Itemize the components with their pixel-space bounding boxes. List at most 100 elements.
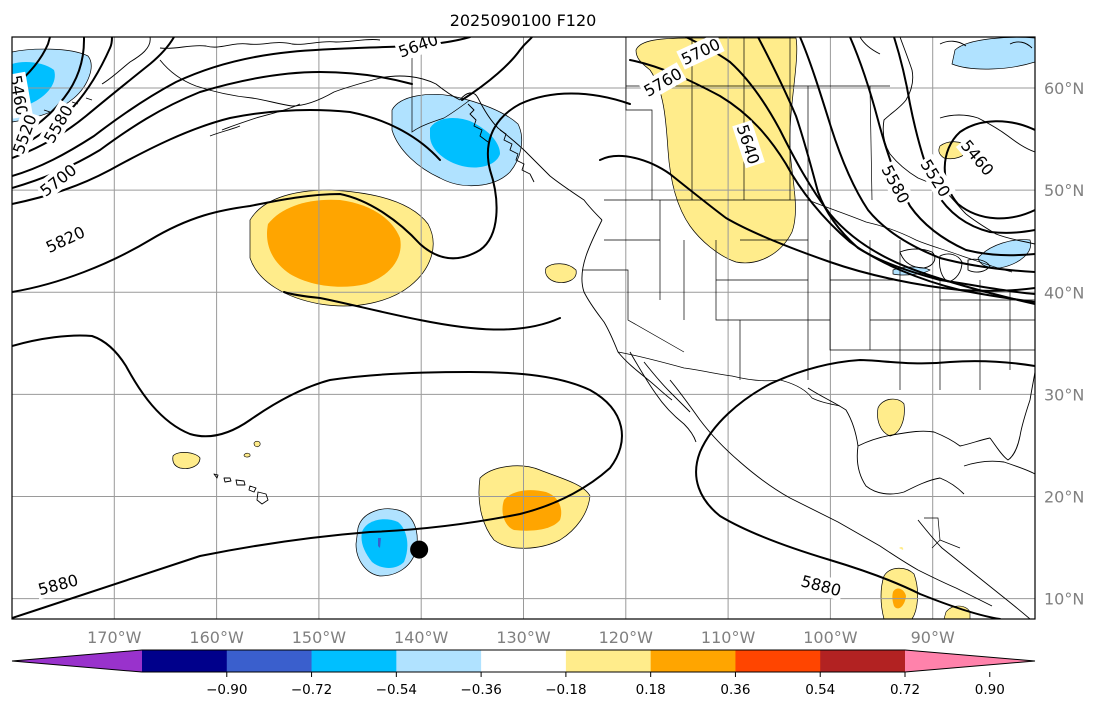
contour-label-mask bbox=[797, 569, 846, 601]
mexico-borders bbox=[924, 517, 961, 549]
colorbar-tick-label: 0.18 bbox=[636, 682, 666, 698]
hawaii-islands bbox=[213, 473, 269, 505]
us-east-coast bbox=[989, 371, 1035, 461]
longitude-label: 140°W bbox=[394, 628, 449, 647]
bc-coast-islands bbox=[467, 103, 535, 183]
great-lakes bbox=[899, 248, 991, 283]
tropical-storm-marker bbox=[410, 540, 429, 559]
longitude-label: 150°W bbox=[292, 628, 347, 647]
longitude-label: 170°W bbox=[87, 628, 142, 647]
colorbar-segment bbox=[396, 650, 482, 672]
contour-label-mask bbox=[955, 134, 1000, 181]
alaska-coastline bbox=[101, 37, 461, 107]
longitude-label: 120°W bbox=[599, 628, 654, 647]
colorbar-segment bbox=[820, 650, 906, 672]
positive-anomaly-gulf-of-mexico bbox=[877, 398, 905, 437]
contour-low-closed bbox=[943, 120, 1035, 220]
positive-anomaly-small-1 bbox=[253, 440, 261, 448]
contour-label-text: 5460 bbox=[6, 74, 32, 117]
contour-label-mask bbox=[34, 568, 82, 600]
latitude-label: 60°N bbox=[1044, 79, 1084, 98]
colorbar-tick-label: 0.72 bbox=[890, 682, 920, 698]
contour-5880-south bbox=[12, 334, 623, 619]
positive-anomaly-hawaii bbox=[172, 452, 201, 469]
political-borders bbox=[411, 37, 1035, 549]
map-title: 2025090100 F120 bbox=[450, 11, 597, 30]
contour-label-mask bbox=[394, 37, 443, 63]
colorbar-segment bbox=[650, 650, 736, 672]
colorbar-extend-low bbox=[12, 650, 142, 672]
us-west-coastline bbox=[581, 219, 673, 401]
longitude-label: 160°W bbox=[189, 628, 244, 647]
canada-provincial-borders bbox=[625, 37, 890, 201]
contour-label-mask bbox=[12, 109, 42, 159]
anomaly-shading bbox=[12, 37, 1035, 619]
baja-california bbox=[629, 351, 697, 443]
latitude-label: 30°N bbox=[1044, 385, 1084, 404]
colorbar-segment bbox=[481, 650, 567, 672]
longitude-tick-labels: 170°W 160°W 150°W 140°W 130°W 120°W 110°W 100°W… bbox=[87, 628, 955, 647]
colorbar-segment bbox=[226, 650, 313, 672]
geopotential-height-contours bbox=[12, 37, 1035, 619]
positive-anomaly-small-3 bbox=[899, 546, 904, 550]
colorbar-segment bbox=[565, 650, 652, 672]
latitude-label: 10°N bbox=[1044, 590, 1084, 609]
colorbar-extend-high bbox=[905, 650, 1035, 672]
contour-5700 bbox=[12, 37, 1035, 305]
negative-anomaly-gulf-of-alaska-core bbox=[430, 118, 500, 168]
gulf-of-mexico-coast bbox=[807, 387, 991, 495]
colorbar-segment bbox=[311, 650, 397, 672]
longitude-label: 130°W bbox=[496, 628, 551, 647]
latitude-label: 50°N bbox=[1044, 181, 1084, 200]
contour-label-mask bbox=[676, 37, 725, 70]
contour-label-mask bbox=[41, 220, 90, 258]
colorbar-tick-label: −0.90 bbox=[206, 682, 247, 698]
alaska-panhandle bbox=[459, 92, 603, 221]
colorbar-tick-label: −0.54 bbox=[376, 682, 417, 698]
contour-label-mask bbox=[38, 99, 78, 148]
map-frame bbox=[11, 36, 1036, 620]
colorbar-tick-label: 0.54 bbox=[805, 682, 835, 698]
contour-label-mask bbox=[638, 62, 687, 102]
alaska-peninsula bbox=[209, 103, 301, 137]
labrador-coast bbox=[939, 114, 1035, 245]
contour-label-mask bbox=[876, 159, 916, 209]
colorbar-tick-label: 0.36 bbox=[720, 682, 750, 698]
latitude-label: 20°N bbox=[1044, 487, 1084, 506]
colorbar-segment bbox=[142, 650, 228, 672]
negative-anomaly-east bbox=[977, 239, 1032, 269]
arctic-islands bbox=[859, 37, 1033, 55]
longitude-label: 100°W bbox=[803, 628, 858, 647]
negative-anomaly-peak bbox=[378, 538, 381, 548]
contour-5880-east bbox=[695, 359, 1035, 619]
longitude-label: 110°W bbox=[701, 628, 756, 647]
positive-anomaly-canada bbox=[635, 37, 798, 264]
latitude-label: 40°N bbox=[1044, 283, 1084, 302]
alaska-north-coast bbox=[159, 39, 381, 49]
colorbar-tick-label: −0.36 bbox=[460, 682, 501, 698]
colorbar-tick-label: 0.90 bbox=[975, 682, 1005, 698]
us-state-borders bbox=[582, 200, 1035, 390]
central-america bbox=[917, 519, 1031, 619]
us-canada-border bbox=[604, 199, 1013, 273]
colorbar-tick-label: −0.72 bbox=[291, 682, 332, 698]
colorbar-segment bbox=[735, 650, 821, 672]
latitude-tick-labels: 10°N 20°N 30°N 40°N 50°N 60°N bbox=[1044, 79, 1084, 609]
contour-label-mask bbox=[915, 153, 956, 202]
alaska-canada-border bbox=[411, 37, 471, 133]
positive-anomaly-northeast-pacific-core bbox=[266, 199, 401, 287]
contour-label-mask bbox=[34, 158, 82, 202]
colorbar-outline bbox=[11, 649, 1036, 673]
positive-anomaly-small-2 bbox=[243, 452, 251, 458]
contour-label-mask bbox=[732, 120, 765, 169]
longitude-label: 90°W bbox=[911, 628, 955, 647]
colorbar: −0.90 −0.72 −0.54 −0.36 −0.18 0.18 0.36 0.54 0.7… bbox=[11, 649, 1036, 698]
positive-anomaly-baja bbox=[545, 263, 577, 283]
negative-anomaly-hudson bbox=[951, 37, 1035, 70]
us-mexico-border bbox=[617, 351, 841, 407]
contour-5760 bbox=[12, 59, 1035, 303]
colorbar-tick-label: −0.18 bbox=[545, 682, 586, 698]
cuba bbox=[963, 460, 1035, 475]
